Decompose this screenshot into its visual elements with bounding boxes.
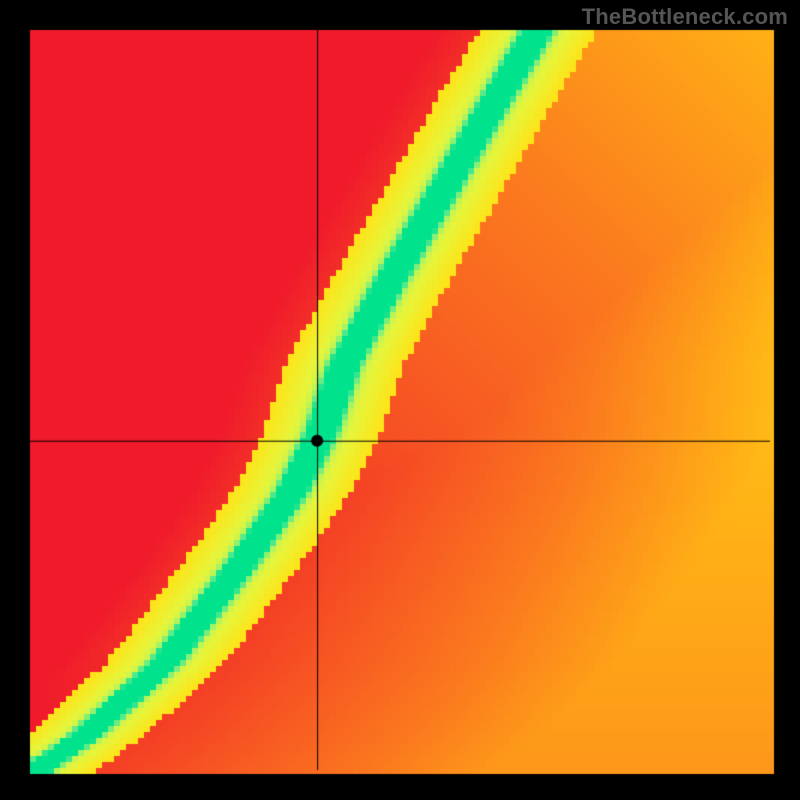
watermark-text: TheBottleneck.com <box>582 4 788 30</box>
chart-container: TheBottleneck.com <box>0 0 800 800</box>
heatmap-canvas <box>0 0 800 800</box>
